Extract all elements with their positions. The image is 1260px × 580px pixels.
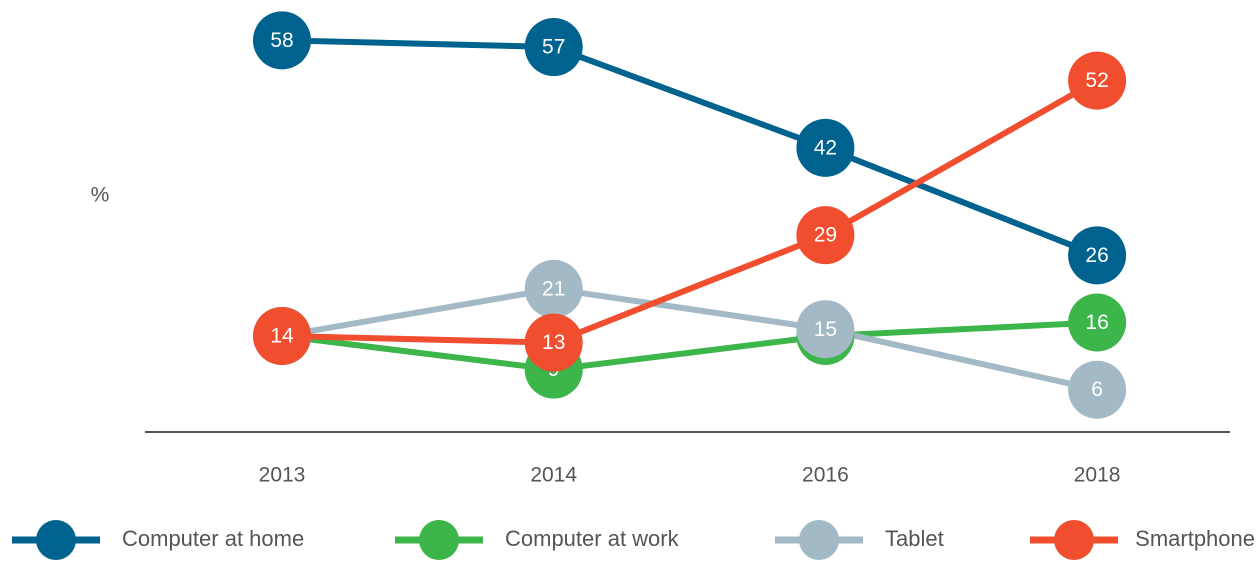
x-tick-label: 2018 xyxy=(1074,464,1121,487)
x-tick-label: 2016 xyxy=(802,464,849,487)
point xyxy=(1068,360,1127,419)
point xyxy=(524,259,583,318)
point xyxy=(796,118,855,177)
series-line xyxy=(281,37,1099,259)
point xyxy=(524,18,583,77)
data-label: 42 xyxy=(814,136,837,159)
point xyxy=(524,313,583,372)
data-label: 14 xyxy=(270,324,294,347)
data-label: 6 xyxy=(1091,378,1103,401)
data-label: 57 xyxy=(542,36,565,59)
point xyxy=(1068,51,1127,110)
x-tick-label: 2013 xyxy=(259,464,306,487)
legend-marker xyxy=(1054,520,1094,560)
data-label: 58 xyxy=(270,29,293,52)
point xyxy=(1068,293,1127,352)
data-label: 29 xyxy=(814,224,837,247)
point xyxy=(796,206,855,265)
series-line xyxy=(281,285,1098,393)
data-label: 13 xyxy=(542,331,565,354)
legend-label: Smartphone xyxy=(1135,526,1255,551)
legend-label: Computer at work xyxy=(505,526,680,551)
legend-label: Tablet xyxy=(885,526,944,551)
legend-label: Computer at home xyxy=(122,526,304,551)
legend-marker xyxy=(36,520,76,560)
data-label: 16 xyxy=(1085,311,1108,334)
point xyxy=(253,306,311,365)
legend-marker xyxy=(419,520,459,560)
series-line xyxy=(281,319,1098,373)
point xyxy=(1068,226,1127,285)
data-label: 15 xyxy=(814,318,837,341)
legend-marker xyxy=(799,520,839,560)
x-tick-label: 2014 xyxy=(530,464,577,487)
point xyxy=(796,300,855,359)
data-label: 52 xyxy=(1085,69,1108,92)
point xyxy=(253,11,311,70)
y-axis-label: % xyxy=(91,184,110,207)
data-label: 26 xyxy=(1085,244,1108,267)
data-label: 21 xyxy=(542,277,565,300)
series-line xyxy=(281,78,1099,346)
